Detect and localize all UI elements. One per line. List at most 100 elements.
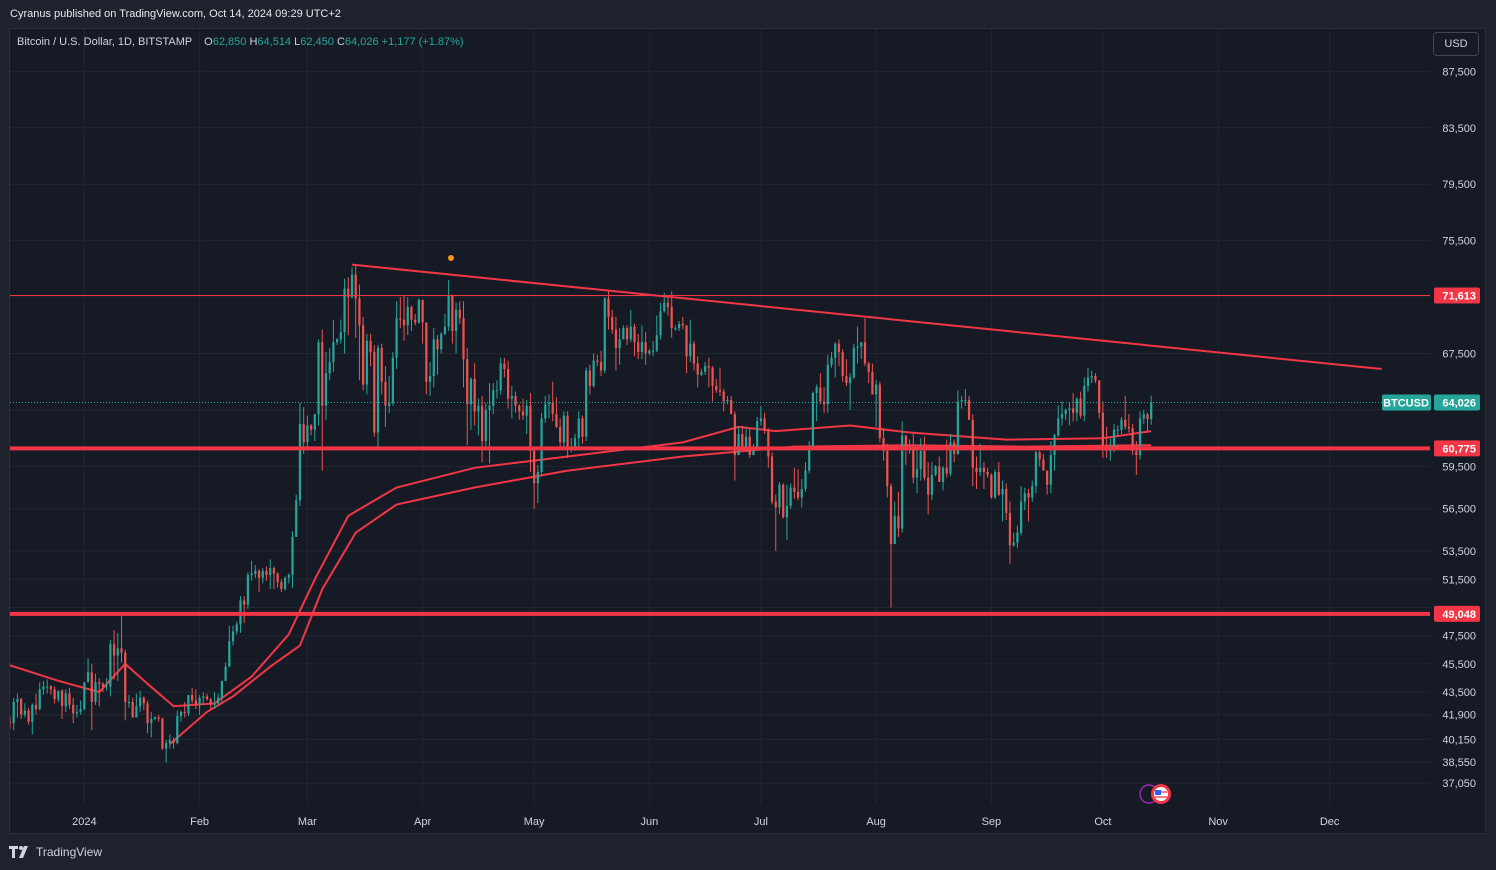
y-tick-label: 83,500 [1442, 123, 1476, 135]
candle-body [674, 328, 677, 330]
candle-112 [425, 322, 428, 395]
candle-body [819, 387, 822, 402]
candle-body [1060, 414, 1064, 419]
candle-body [700, 371, 703, 375]
candle-160 [603, 297, 606, 374]
candle-body [599, 361, 603, 371]
candle-38 [150, 711, 153, 738]
candle-body [800, 488, 803, 498]
candle-body [830, 357, 833, 365]
candle-body [1083, 385, 1086, 416]
candle-body [388, 402, 391, 406]
candle-64 [246, 572, 250, 609]
time-axis[interactable]: 2024 Feb Mar Apr May Jun Jul Aug Sep Oct Nov Dec [72, 816, 1340, 828]
candle-body [443, 326, 447, 334]
candle-57 [220, 680, 223, 703]
close-value: 64,026 [344, 36, 379, 48]
candle-111 [421, 299, 424, 344]
candle-105 [399, 297, 402, 329]
candle-244 [915, 449, 919, 494]
candle-304 [1138, 411, 1142, 460]
candle-body [332, 342, 335, 362]
candle-body [644, 342, 647, 354]
candle-body [692, 343, 696, 364]
candle-92 [350, 267, 354, 299]
candle-body [20, 699, 23, 715]
candle-221 [830, 352, 833, 368]
candle-body [75, 711, 79, 714]
candle-body [142, 697, 145, 704]
candle-207 [778, 481, 781, 515]
tradingview-logo[interactable]: TradingView [9, 845, 102, 859]
candle-128 [484, 402, 487, 449]
candle-body [57, 690, 60, 700]
candle-47 [183, 702, 186, 718]
candle-191 [718, 367, 722, 396]
candle-body [1012, 542, 1015, 546]
candle-286 [1072, 393, 1075, 422]
candle-body [730, 400, 733, 415]
candle-119 [451, 294, 454, 344]
candle-279 [1046, 470, 1049, 495]
candle-body [369, 340, 372, 353]
candle-body [402, 319, 406, 326]
candle-180 [677, 321, 681, 331]
low-key: L [294, 36, 301, 48]
price-axis[interactable]: 37,050 38,550 40,150 41,900 43,500 45,500 47,5… [1382, 66, 1480, 790]
candle-body [269, 567, 272, 576]
candle-33 [131, 697, 134, 718]
candle-body [670, 306, 673, 329]
candle-269 [1008, 501, 1012, 564]
candle-116 [440, 332, 443, 354]
candle-body [1098, 380, 1101, 413]
candle-249 [934, 464, 937, 477]
candle-155 [585, 367, 588, 441]
candle-98 [373, 345, 376, 437]
trendline[interactable] [351, 263, 1382, 371]
last-price-badge [1434, 394, 1480, 411]
candle-49 [191, 687, 194, 704]
chart-pane[interactable] [9, 28, 1486, 834]
candle-106 [402, 295, 406, 341]
candle-9 [42, 680, 45, 695]
level-price-badge [1434, 440, 1480, 457]
candle-body [12, 702, 15, 724]
candle-307 [1150, 395, 1153, 425]
candle-body [934, 466, 937, 475]
candle-body [187, 694, 190, 714]
candle-18 [75, 704, 79, 718]
x-tick-label: Jun [640, 816, 658, 828]
y-tick-label: 59,500 [1442, 461, 1476, 473]
candle-68 [261, 567, 264, 584]
y-tick-label: 75,500 [1442, 236, 1476, 248]
candle-102 [388, 376, 391, 413]
candle-10 [46, 679, 49, 694]
candle-95 [362, 316, 365, 391]
y-tick-label: 67,500 [1442, 349, 1476, 361]
candle-224 [841, 349, 844, 382]
candle-body [927, 477, 930, 495]
candle-body [990, 474, 993, 498]
candle-body [1057, 418, 1060, 436]
candle-247 [927, 462, 930, 515]
moving-average-1 [169, 444, 1152, 746]
currency-button[interactable]: USD [1433, 32, 1479, 56]
candle-body [975, 467, 978, 473]
candle-134 [507, 360, 510, 409]
candle-232 [871, 363, 874, 395]
candle-body [1124, 419, 1127, 427]
candle-body [384, 381, 387, 406]
candle-body [1034, 452, 1038, 487]
event-markers [448, 255, 1171, 804]
candle-223 [837, 339, 841, 367]
candle-271 [1016, 525, 1019, 549]
candle-69 [265, 566, 268, 581]
candle-body [941, 467, 945, 482]
candle-body [98, 682, 101, 684]
symbol-legend[interactable]: Bitcoin / U.S. Dollar, 1D, BITSTAMP O62,… [17, 36, 464, 48]
candle-194 [730, 395, 733, 415]
candle-body [718, 390, 722, 392]
candle-body [213, 703, 216, 705]
level-price-badge [1434, 287, 1480, 304]
